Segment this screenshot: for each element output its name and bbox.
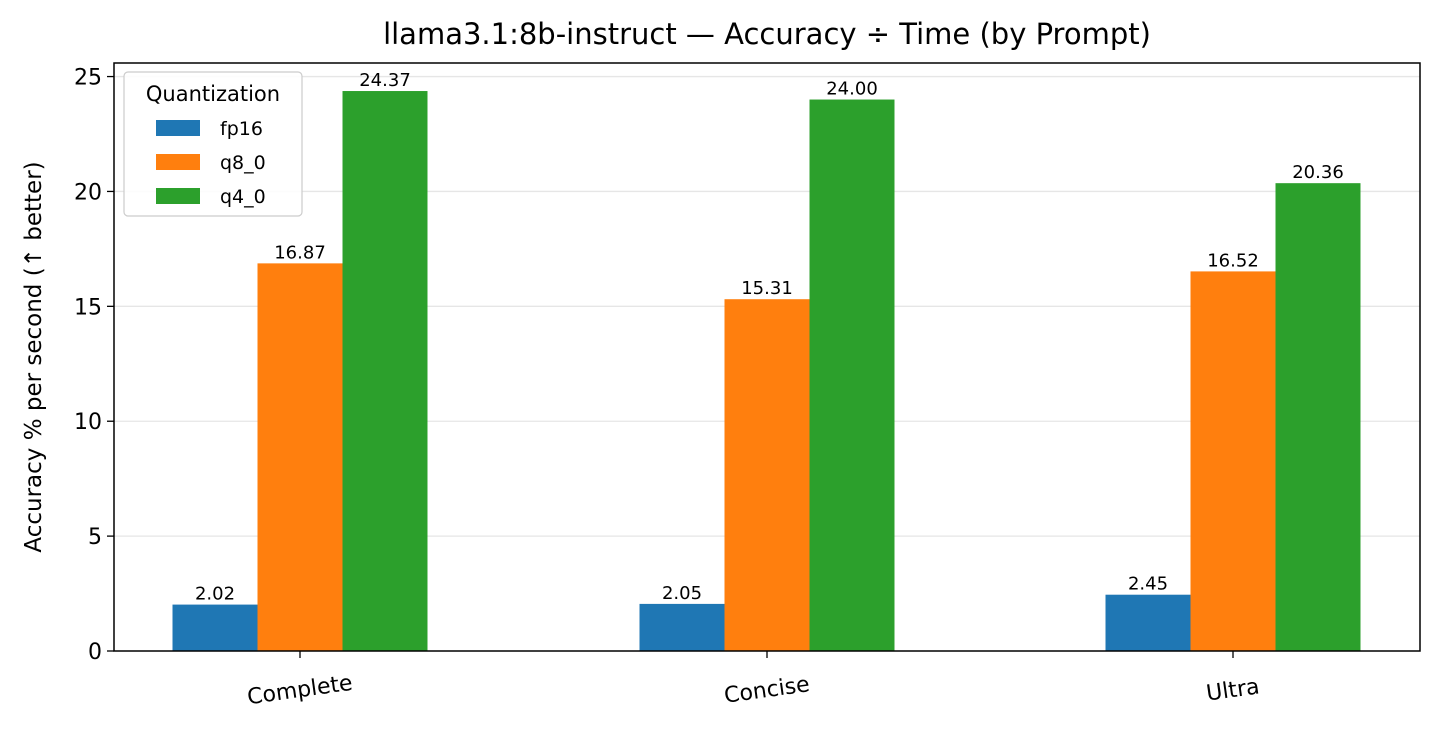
legend-label-fp16: fp16 <box>220 118 263 140</box>
y-axis: 0 5 10 15 20 25 <box>74 66 114 665</box>
y-tick-label: 0 <box>88 640 102 665</box>
bar-value-label: 2.02 <box>195 584 235 605</box>
legend-swatch-q4_0 <box>156 188 200 204</box>
legend: Quantization fp16 q8_0 q4_0 <box>123 71 303 217</box>
bar-value-label: 24.00 <box>826 79 878 100</box>
bar-fp16-ultra <box>1105 594 1191 651</box>
y-tick-label: 5 <box>88 525 102 550</box>
bar-q4_0-ultra <box>1275 183 1361 651</box>
bar-fp16-complete <box>172 604 258 651</box>
bar-value-labels: 2.02 16.87 24.37 2.05 15.31 24.00 2.45 16.52 20.… <box>195 70 1344 605</box>
bar-q4_0-complete <box>342 91 428 651</box>
legend-label-q4_0: q4_0 <box>220 186 266 208</box>
bar-value-label: 15.31 <box>741 278 793 299</box>
bar-value-label: 2.45 <box>1128 574 1168 595</box>
y-axis-label: Accuracy % per second (↑ better) <box>21 161 47 552</box>
bar-q8_0-complete <box>257 263 343 651</box>
bar-value-label: 2.05 <box>662 583 702 604</box>
bar-value-label: 16.52 <box>1207 250 1259 271</box>
legend-swatch-fp16 <box>156 120 200 136</box>
y-tick-label: 25 <box>74 66 102 91</box>
bar-value-label: 16.87 <box>274 242 326 263</box>
legend-box <box>123 71 303 217</box>
legend-swatch-q8_0 <box>156 154 200 170</box>
y-tick-label: 10 <box>74 410 102 435</box>
bar-value-label: 20.36 <box>1292 162 1344 183</box>
bar-fp16-concise <box>639 603 725 651</box>
chart-title: llama3.1:8b-instruct — Accuracy ÷ Time (… <box>383 17 1151 51</box>
y-tick-label: 15 <box>74 295 102 320</box>
y-tick-label: 20 <box>74 180 102 205</box>
bars <box>172 91 1361 651</box>
legend-title: Quantization <box>146 82 280 106</box>
legend-label-q8_0: q8_0 <box>220 152 266 174</box>
bar-value-label: 24.37 <box>359 70 411 91</box>
bar-q8_0-concise <box>724 299 810 651</box>
bar-q4_0-concise <box>809 99 895 651</box>
bar-q8_0-ultra <box>1190 271 1276 651</box>
